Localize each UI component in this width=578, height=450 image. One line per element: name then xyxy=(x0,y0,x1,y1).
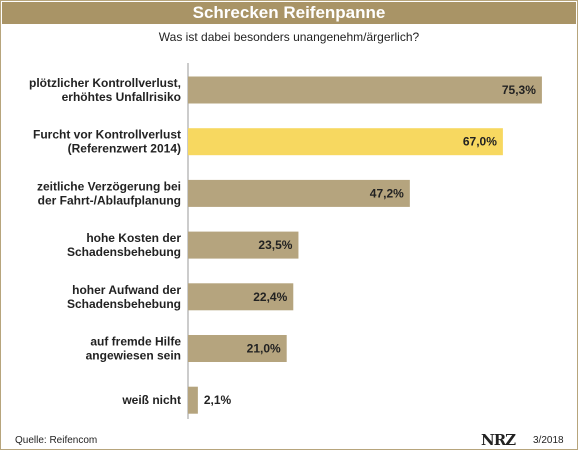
category-label-2-line-1: der Fahrt-/Ablaufplanung xyxy=(38,193,181,207)
category-label-0-line-1: erhöhtes Unfallrisiko xyxy=(62,90,181,104)
category-label-2-line-0: zeitliche Verzögerung bei xyxy=(37,179,181,193)
bar-5 xyxy=(188,335,287,362)
bar-3 xyxy=(188,231,299,259)
category-label-3-line-0: hohe Kosten der xyxy=(86,231,181,245)
category-label-4-line-1: Schadensbehebung xyxy=(67,297,181,311)
publication-date: 3/2018 xyxy=(533,435,564,446)
chart-subtitle: Was ist dabei besonders unangenehm/ärger… xyxy=(158,30,420,44)
category-label-5-line-0: auf fremde Hilfe xyxy=(90,335,181,349)
bar-0 xyxy=(188,76,542,104)
chart-title: Schrecken Reifenpanne xyxy=(2,2,576,24)
bar-value-label-3: 23,5% xyxy=(258,238,292,252)
bar-2 xyxy=(188,179,410,207)
bar-value-label-2: 47,2% xyxy=(370,186,404,200)
bar-6 xyxy=(188,386,198,414)
category-label-1-line-1: (Referenzwert 2014) xyxy=(68,142,181,156)
bar-1 xyxy=(188,128,503,156)
bar-4 xyxy=(188,283,294,311)
bar-value-label-0: 75,3% xyxy=(502,83,536,97)
bar-value-label-5: 21,0% xyxy=(247,342,281,356)
category-label-5-line-1: angewiesen sein xyxy=(86,349,181,363)
publisher-logo: NRZ xyxy=(481,431,516,449)
bar-value-label-6: 2,1% xyxy=(204,393,232,407)
category-label-4-line-0: hoher Aufwand der xyxy=(72,283,181,297)
category-label-1-line-0: Furcht vor Kontrollverlust xyxy=(33,128,181,142)
source-note: Quelle: Reifencom xyxy=(15,435,98,446)
category-label-6-line-0: weiß nicht xyxy=(121,393,181,407)
bar-value-label-1: 67,0% xyxy=(463,135,497,149)
bar-value-label-4: 22,4% xyxy=(253,290,287,304)
category-label-0-line-0: plötzlicher Kontrollverlust, xyxy=(29,76,181,90)
category-label-3-line-1: Schadensbehebung xyxy=(67,245,181,259)
